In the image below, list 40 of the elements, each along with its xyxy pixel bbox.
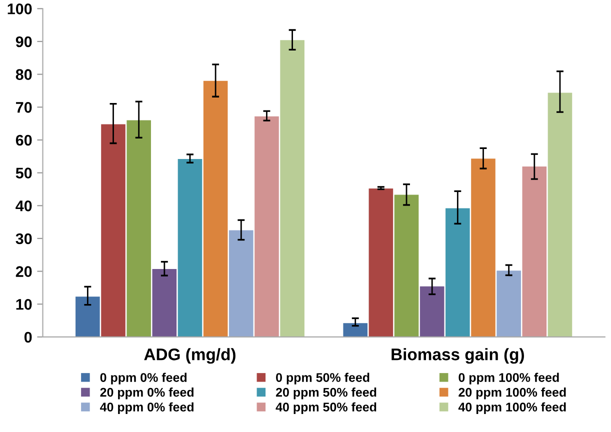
bar xyxy=(178,159,202,337)
bar xyxy=(280,40,304,337)
y-tick-label: 40 xyxy=(16,200,32,212)
x-tick-label: ADG (mg/d) xyxy=(144,348,236,364)
bar xyxy=(496,270,521,337)
bar xyxy=(152,269,177,337)
y-tick-label: 10 xyxy=(16,298,32,310)
bar xyxy=(254,116,279,337)
legend-label: 20 ppm 0% feed xyxy=(100,388,194,400)
bar xyxy=(368,188,394,337)
legend-label: 0 ppm 50% feed xyxy=(276,372,370,384)
legend-label: 40 ppm 50% feed xyxy=(276,402,376,414)
x-tick-label: Biomass gain (g) xyxy=(392,348,524,364)
bar xyxy=(548,92,572,337)
y-tick-label: 80 xyxy=(16,69,32,80)
bar xyxy=(76,296,100,337)
bar xyxy=(343,323,368,337)
y-tick-label: 90 xyxy=(16,36,32,48)
legend-label: 0 ppm 100% feed xyxy=(458,372,559,384)
y-tick-label: 20 xyxy=(16,266,32,277)
y-tick-label: 0 xyxy=(24,332,32,343)
bar xyxy=(522,166,547,337)
bar xyxy=(203,80,228,337)
y-tick-label: 30 xyxy=(16,233,32,244)
bar xyxy=(471,158,496,337)
y-tick-label: 70 xyxy=(16,102,32,113)
y-tick-label: 60 xyxy=(16,134,32,146)
bar xyxy=(420,286,444,337)
bar xyxy=(229,230,254,337)
bar xyxy=(101,124,126,337)
y-tick-label: 100 xyxy=(8,4,32,14)
legend-label: 20 ppm 50% feed xyxy=(276,388,376,400)
bar xyxy=(394,194,419,337)
legend-label: 40 ppm 0% feed xyxy=(100,402,194,414)
bar xyxy=(126,120,151,337)
bar xyxy=(446,208,470,337)
y-tick-label: 50 xyxy=(16,168,32,178)
legend-label: 40 ppm 100% feed xyxy=(458,402,566,414)
legend-label: 0 ppm 0% feed xyxy=(100,372,187,384)
legend-label: 20 ppm 100% feed xyxy=(458,388,566,400)
